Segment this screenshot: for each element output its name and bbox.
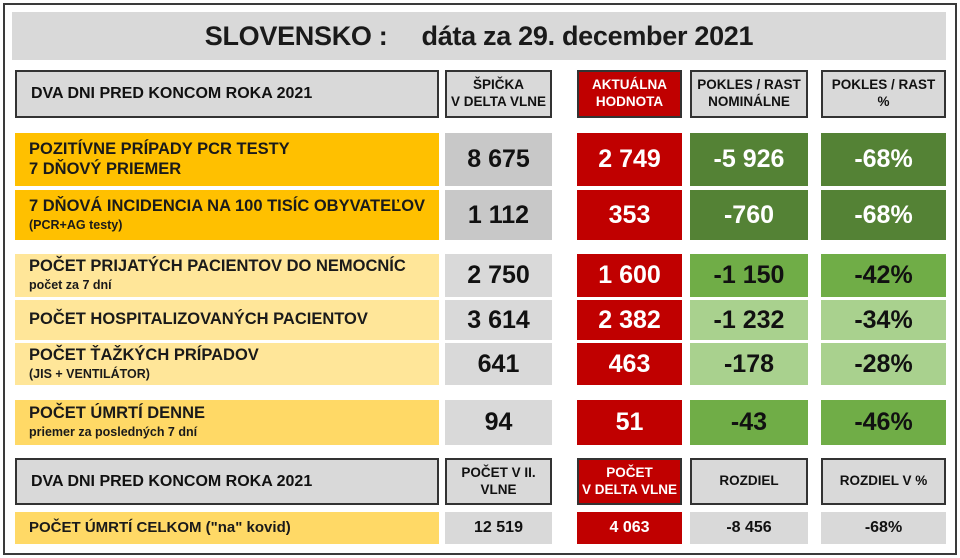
difference-pct-value: -68%	[821, 512, 946, 544]
header-line: V DELTA VLNE	[450, 94, 546, 109]
table-row-label: POČET ÚMRTÍ DENNE priemer za posledných …	[15, 400, 439, 445]
row-label-main: POČET ŤAŽKÝCH PRÍPADOV	[29, 345, 259, 364]
title-date: dáta za 29. december 2021	[421, 20, 754, 51]
page-title: SLOVENSKO : dáta za 29. december 2021	[12, 12, 946, 60]
row-label-sub: priemer za posledných 7 dní	[29, 425, 198, 440]
current-value: 463	[577, 343, 682, 385]
change-value: -5 926	[690, 133, 808, 186]
table2-header-second-wave: POČET V II. VLNE	[445, 458, 552, 505]
row-label-main: POČET ÚMRTÍ DENNE	[29, 404, 206, 423]
row-label-main: 7 DŇOVÁ INCIDENCIA NA 100 TISÍC OBYVATEĽ…	[29, 196, 426, 215]
header-line: HODNOTA	[595, 94, 664, 109]
table-row-label: POČET HOSPITALIZOVANÝCH PACIENTOV	[15, 300, 439, 340]
header-line: POKLES / RAST	[697, 77, 801, 93]
change-pct-value: -34%	[821, 300, 946, 340]
change-value: -1 150	[690, 254, 808, 297]
row-label-main: 7 DŇOVÝ PRIEMER	[29, 159, 182, 178]
table-row-label: POČET PRIJATÝCH PACIENTOV DO NEMOCNÍC po…	[15, 254, 439, 297]
change-pct-value: -46%	[821, 400, 946, 445]
current-value: 2 382	[577, 300, 682, 340]
row-label-main: POZITÍVNE PRÍPADY PCR TESTY	[29, 139, 290, 158]
change-value: -760	[690, 190, 808, 240]
header-line: AKTUÁLNA	[592, 77, 667, 93]
peak-value: 2 750	[445, 254, 552, 297]
row-label-sub: počet za 7 dní	[29, 278, 112, 293]
header-line: NOMINÁLNE	[708, 94, 790, 109]
row-label-main: POČET PRIJATÝCH PACIENTOV DO NEMOCNÍC	[29, 257, 406, 276]
header-line: POČET V II.	[461, 464, 536, 480]
table2-header-delta-wave: POČET V DELTA VLNE	[577, 458, 682, 505]
current-value: 2 749	[577, 133, 682, 186]
table1-header-change: POKLES / RAST NOMINÁLNE	[690, 70, 808, 118]
table2-header-difference: ROZDIEL	[690, 458, 808, 505]
table-row-label: POČET ŤAŽKÝCH PRÍPADOV (JIS + VENTILÁTOR…	[15, 343, 439, 385]
peak-value: 641	[445, 343, 552, 385]
delta-wave-value: 4 063	[577, 512, 682, 544]
table-row-label: POZITÍVNE PRÍPADY PCR TESTY 7 DŇOVÝ PRIE…	[15, 133, 439, 186]
change-value: -43	[690, 400, 808, 445]
table2-header-label: DVA DNI PRED KONCOM ROKA 2021	[15, 458, 439, 505]
change-pct-value: -28%	[821, 343, 946, 385]
change-pct-value: -68%	[821, 133, 946, 186]
header-line: %	[877, 94, 890, 109]
header-line: V DELTA VLNE	[581, 481, 677, 497]
current-value: 353	[577, 190, 682, 240]
change-value: -1 232	[690, 300, 808, 340]
row-label-main: POČET ÚMRTÍ CELKOM ("na" kovid)	[29, 519, 291, 536]
table1-header-change-pct: POKLES / RAST %	[821, 70, 946, 118]
row-label-main: POČET HOSPITALIZOVANÝCH PACIENTOV	[29, 310, 368, 329]
change-pct-value: -68%	[821, 190, 946, 240]
change-value: -178	[690, 343, 808, 385]
table2-row-label: POČET ÚMRTÍ CELKOM ("na" kovid)	[15, 512, 439, 544]
second-wave-value: 12 519	[445, 512, 552, 544]
current-value: 51	[577, 400, 682, 445]
difference-value: -8 456	[690, 512, 808, 544]
table1-header-current: AKTUÁLNA HODNOTA	[577, 70, 682, 118]
header-line: ŠPIČKA	[472, 77, 524, 93]
header-line: POKLES / RAST	[831, 77, 936, 93]
current-value: 1 600	[577, 254, 682, 297]
table1-header-peak: ŠPIČKA V DELTA VLNE	[445, 70, 552, 118]
table1-header-label: DVA DNI PRED KONCOM ROKA 2021	[15, 70, 439, 118]
peak-value: 3 614	[445, 300, 552, 340]
change-pct-value: -42%	[821, 254, 946, 297]
row-label-sub: (PCR+AG testy)	[29, 217, 123, 232]
title-country: SLOVENSKO :	[204, 20, 388, 51]
header-line: VLNE	[480, 481, 517, 497]
header-line: POČET	[606, 464, 653, 480]
peak-value: 1 112	[445, 190, 552, 240]
row-label-sub: (JIS + VENTILÁTOR)	[29, 366, 150, 381]
table-row-label: 7 DŇOVÁ INCIDENCIA NA 100 TISÍC OBYVATEĽ…	[15, 190, 439, 240]
peak-value: 8 675	[445, 133, 552, 186]
peak-value: 94	[445, 400, 552, 445]
table2-header-difference-pct: ROZDIEL V %	[821, 458, 946, 505]
